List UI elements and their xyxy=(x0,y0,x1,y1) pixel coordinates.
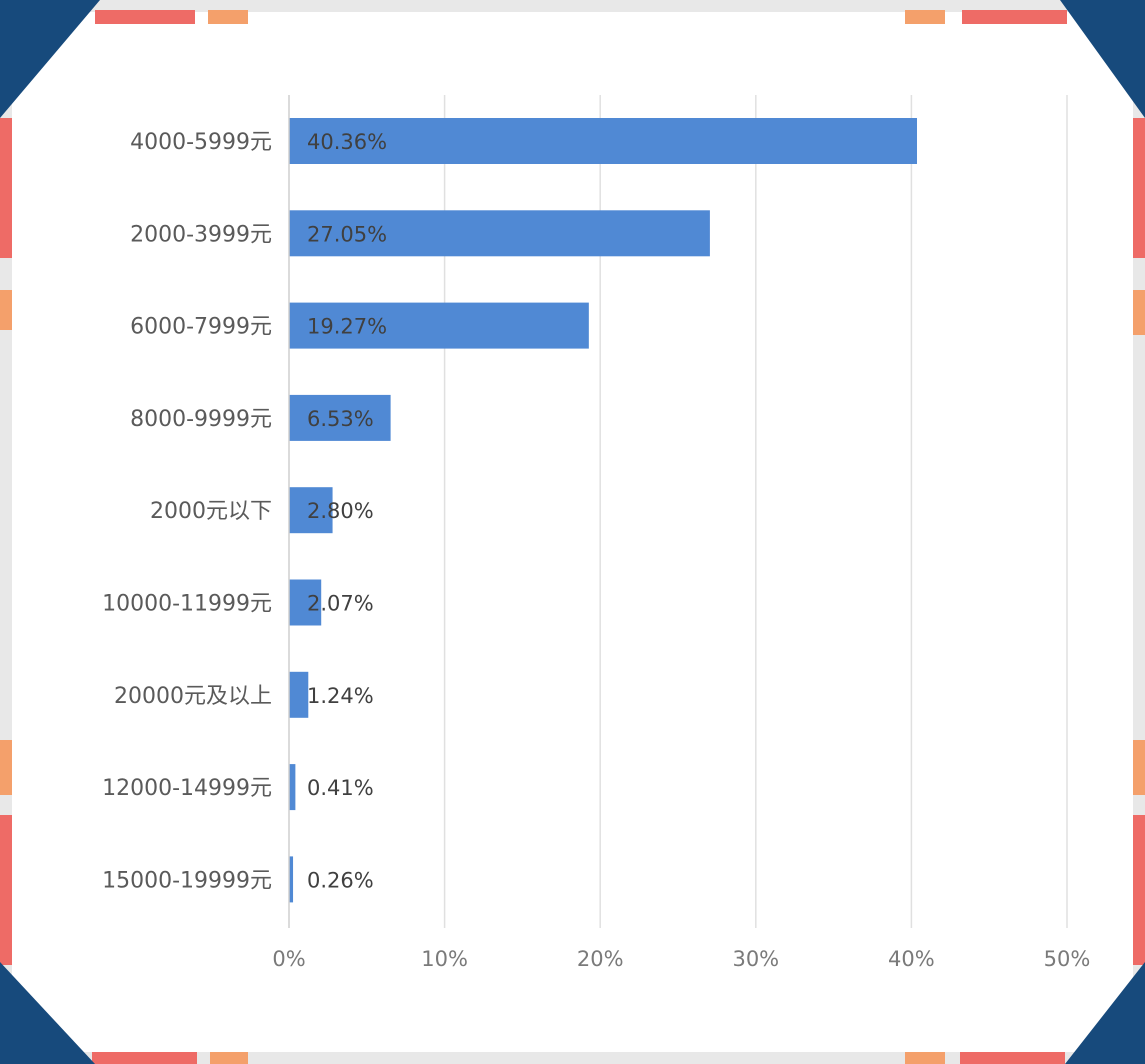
category-label: 2000-3999元 xyxy=(130,222,272,247)
data-label: 40.36% xyxy=(307,130,387,154)
frame-right-orange-top xyxy=(1133,290,1145,335)
x-tick-label: 10% xyxy=(421,947,468,971)
category-label: 8000-9999元 xyxy=(130,407,272,432)
frame-corner-bottom-left xyxy=(0,962,95,1064)
category-label: 10000-11999元 xyxy=(102,592,272,617)
frame-top-orange-right xyxy=(905,10,945,24)
frame-bottom-orange-right xyxy=(905,1052,945,1064)
bar xyxy=(289,671,309,718)
category-label: 6000-7999元 xyxy=(130,315,272,340)
category-label: 20000元及以上 xyxy=(114,684,272,709)
category-label: 12000-14999元 xyxy=(102,776,272,801)
frame-top-red-right xyxy=(962,10,1067,24)
data-label: 2.07% xyxy=(307,592,374,616)
frame-corner-top-left xyxy=(0,0,100,118)
data-label: 0.26% xyxy=(307,868,374,892)
data-label: 1.24% xyxy=(307,684,374,708)
frame-left-red-bottom xyxy=(0,815,12,965)
data-label: 0.41% xyxy=(307,776,374,800)
frame-bottom-red-right xyxy=(960,1052,1065,1064)
frame-bottom-red-left xyxy=(92,1052,197,1064)
data-label: 6.53% xyxy=(307,407,374,431)
bar xyxy=(289,487,333,534)
category-label: 15000-19999元 xyxy=(102,868,272,893)
data-label: 2.80% xyxy=(307,499,374,523)
bar xyxy=(289,764,296,811)
x-tick-label: 30% xyxy=(732,947,779,971)
bar xyxy=(289,210,710,257)
category-label: 2000元以下 xyxy=(150,499,272,524)
data-label: 19.27% xyxy=(307,315,387,339)
bar xyxy=(289,394,391,441)
frame-left-red-top xyxy=(0,118,12,258)
x-tick-label: 40% xyxy=(888,947,935,971)
frame-right-red-bottom xyxy=(1133,815,1145,965)
x-tick-label: 0% xyxy=(272,947,305,971)
frame-inner-panel xyxy=(12,12,1133,1052)
frame-left-orange-top xyxy=(0,290,12,330)
data-label: 27.05% xyxy=(307,222,387,246)
bar xyxy=(289,856,294,903)
frame-corner-top-right xyxy=(1060,0,1145,118)
x-tick-label: 50% xyxy=(1044,947,1091,971)
frame-right-orange-bottom xyxy=(1133,740,1145,795)
frame-top-orange-left xyxy=(208,10,248,24)
frame-right-red-top xyxy=(1133,118,1145,258)
bar xyxy=(289,579,322,626)
frame-top-red-left xyxy=(95,10,195,24)
frame-left-orange-bottom xyxy=(0,740,12,795)
bar xyxy=(289,302,589,349)
plot-area: 0% 10% 20% 30% 40% 50% 4000-5999元 40.36% 2000-39… xyxy=(102,95,1090,971)
bar xyxy=(289,118,918,164)
category-label: 4000-5999元 xyxy=(130,130,272,155)
frame-bottom-orange-left xyxy=(210,1052,248,1064)
frame-corner-bottom-right xyxy=(1065,962,1145,1064)
x-tick-label: 20% xyxy=(577,947,624,971)
